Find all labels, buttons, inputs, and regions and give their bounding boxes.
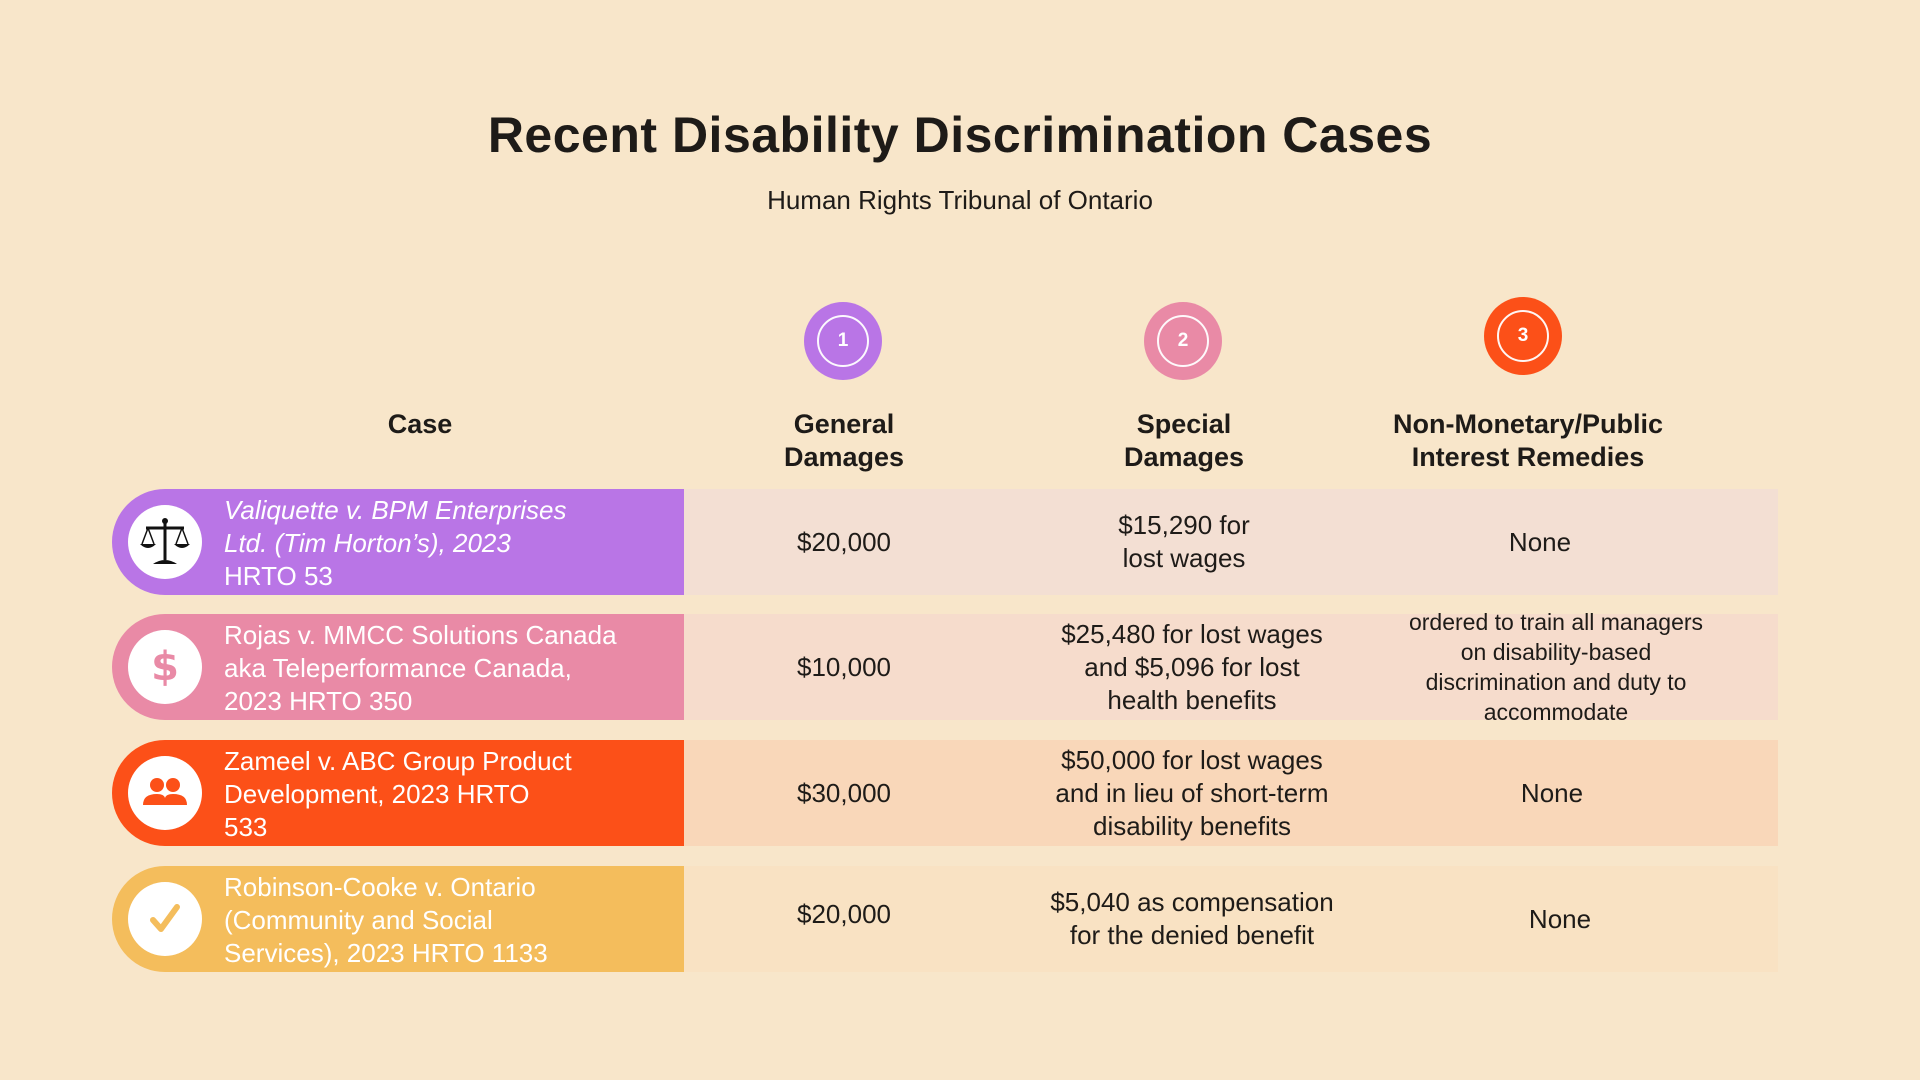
badge-1-number: 1 — [817, 315, 869, 367]
non-monetary-line: ordered to train all managers — [1408, 609, 1704, 635]
special-damages-cell: $50,000 for lost wages and in lieu of sh… — [1012, 740, 1372, 846]
icon-badge — [128, 505, 202, 579]
non-monetary-cell: None — [1360, 489, 1720, 595]
non-monetary-line: discrimination and duty to — [1425, 669, 1687, 695]
case-line: HRTO 53 — [224, 561, 333, 591]
case-name: Rojas v. MMCC Solutions Canada aka Telep… — [224, 619, 664, 718]
column-header-case: Case — [320, 408, 520, 441]
case-line: Valiquette v. BPM Enterprises — [224, 495, 567, 525]
general-damages-value: $30,000 — [797, 777, 891, 808]
page-title: Recent Disability Discrimination Cases — [487, 107, 1433, 163]
non-monetary-cell: None — [1380, 866, 1740, 972]
column-header-general-damages: General Damages — [744, 408, 944, 474]
case-name: Robinson-Cooke v. Ontario (Community and… — [224, 871, 664, 970]
table-row: Valiquette v. BPM Enterprises Ltd. (Tim … — [112, 489, 1778, 595]
general-damages-value: $10,000 — [797, 651, 891, 682]
row-band — [672, 614, 1778, 720]
general-damages-cell: $10,000 — [744, 614, 944, 720]
case-line: 2023 HRTO 350 — [224, 686, 413, 716]
column-header-general-line-1: General — [793, 409, 895, 439]
general-damages-value: $20,000 — [797, 898, 891, 929]
non-monetary-line: accommodate — [1483, 699, 1629, 725]
special-damages-line: $25,480 for lost wages — [1061, 618, 1323, 649]
table-row: Robinson-Cooke v. Ontario (Community and… — [112, 866, 1778, 972]
special-damages-cell: $15,290 for lost wages — [1024, 489, 1344, 595]
badge-2-number: 2 — [1157, 315, 1209, 367]
case-pill: $ Rojas v. MMCC Solutions Canada aka Tel… — [112, 614, 684, 720]
table-row: $ Rojas v. MMCC Solutions Canada aka Tel… — [112, 609, 1778, 725]
column-header-special-line-2: Damages — [1123, 442, 1245, 472]
case-pill: Valiquette v. BPM Enterprises Ltd. (Tim … — [112, 489, 684, 595]
case-line: Zameel v. ABC Group Product — [224, 746, 572, 776]
column-header-case-label: Case — [387, 409, 453, 439]
special-damages-line: disability benefits — [1092, 810, 1291, 841]
general-damages-cell: $20,000 — [744, 866, 944, 962]
column-header-non-monetary-line-2: Interest Remedies — [1411, 442, 1645, 472]
special-damages-cell: $25,480 for lost wages and $5,096 for lo… — [1012, 614, 1372, 720]
special-damages-line: $15,290 for — [1118, 510, 1250, 540]
non-monetary-cell: ordered to train all managers on disabil… — [1356, 609, 1756, 725]
special-damages-line: $50,000 for lost wages — [1061, 744, 1323, 775]
column-header-general-line-2: Damages — [783, 442, 905, 472]
column-header-non-monetary: Non-Monetary/Public Interest Remedies — [1338, 408, 1718, 474]
case-line: Ltd. (Tim Horton’s), 2023 — [224, 528, 511, 558]
special-damages-line: for the denied benefit — [1069, 920, 1315, 950]
row-band — [672, 740, 1778, 846]
row-band — [672, 866, 1778, 972]
badge-1: 1 — [804, 302, 882, 380]
general-damages-cell: $30,000 — [744, 740, 944, 846]
checkmark-icon — [150, 904, 180, 932]
column-header-special-line-1: Special — [1136, 409, 1232, 439]
case-line: (Community and Social — [224, 905, 493, 935]
special-damages-cell: $5,040 as compensation for the denied be… — [1012, 866, 1372, 972]
icon-badge — [128, 882, 202, 956]
non-monetary-cell: None — [1372, 740, 1732, 846]
special-damages-line: and in lieu of short-term — [1055, 777, 1329, 808]
non-monetary-line: None — [1520, 777, 1584, 808]
general-damages-cell: $20,000 — [744, 489, 944, 595]
special-damages-line: and $5,096 for lost — [1084, 651, 1300, 682]
special-damages-line: lost wages — [1122, 543, 1246, 573]
special-damages-line: $5,040 as compensation — [1050, 887, 1334, 917]
dollar-icon: $ — [151, 644, 179, 690]
case-line: Services), 2023 HRTO 1133 — [224, 938, 548, 968]
row-band — [672, 489, 1778, 595]
column-header-special-damages: Special Damages — [1084, 408, 1284, 474]
case-name: Valiquette v. BPM Enterprises Ltd. (Tim … — [224, 494, 664, 593]
case-line: Robinson-Cooke v. Ontario — [224, 872, 536, 902]
case-line: Rojas v. MMCC Solutions Canada — [224, 620, 617, 650]
case-name: Zameel v. ABC Group Product Development,… — [224, 745, 664, 844]
svg-text:$: $ — [151, 644, 179, 690]
non-monetary-line: None — [1508, 526, 1572, 557]
icon-badge — [128, 756, 202, 830]
non-monetary-line: on disability-based — [1460, 639, 1652, 665]
general-damages-value: $20,000 — [797, 526, 891, 557]
case-line: aka Teleperformance Canada, — [224, 653, 572, 683]
badge-2: 2 — [1144, 302, 1222, 380]
column-header-non-monetary-line-1: Non-Monetary/Public — [1392, 409, 1663, 439]
badge-3-number: 3 — [1497, 310, 1549, 362]
badge-3: 3 — [1484, 297, 1562, 375]
scales-icon — [140, 518, 190, 564]
case-pill: Robinson-Cooke v. Ontario (Community and… — [112, 866, 684, 972]
non-monetary-line: None — [1528, 903, 1592, 934]
case-pill: Zameel v. ABC Group Product Development,… — [112, 740, 684, 846]
case-line: Development, 2023 HRTO — [224, 779, 530, 809]
icon-badge: $ — [128, 630, 202, 704]
case-line: 533 — [224, 812, 268, 842]
people-icon — [143, 778, 187, 805]
table-row: Zameel v. ABC Group Product Development,… — [112, 740, 1778, 846]
page-subtitle: Human Rights Tribunal of Ontario — [767, 185, 1153, 215]
special-damages-line: health benefits — [1107, 684, 1277, 715]
